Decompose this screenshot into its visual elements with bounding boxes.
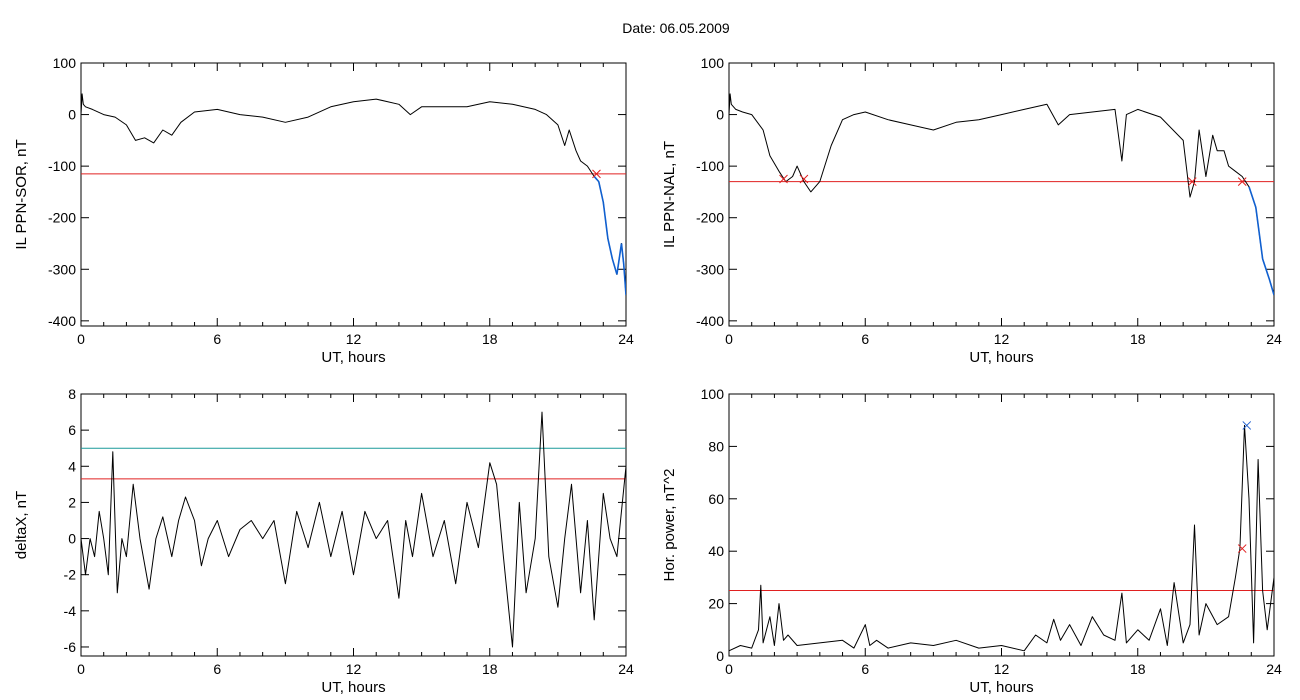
- il-ppn-sor-event-segment: [607, 238, 614, 260]
- il-ppn-nal-xaxis-label: UT, hours: [969, 349, 1033, 366]
- il-ppn-nal-event-marker-stroke: [799, 174, 809, 184]
- hor-power-event-marker: [1237, 544, 1247, 553]
- deltax-ytick-label: 8: [68, 386, 76, 402]
- deltax-xtick-label: 12: [346, 661, 362, 677]
- deltax-ytick-label: -4: [64, 603, 77, 619]
- il-ppn-sor-ytick-label: 100: [53, 55, 77, 71]
- il-ppn-nal-event-marker-stroke: [1237, 177, 1247, 186]
- il-ppn-nal-ytick-label: 100: [701, 55, 725, 71]
- hor-power-xtick-label: 18: [1130, 661, 1146, 677]
- hor-power-ytick-label: 60: [708, 491, 724, 507]
- il-ppn-nal-event-marker: [779, 174, 788, 184]
- deltax-ytick-label: -2: [64, 567, 77, 583]
- hor-power-series-line: [729, 424, 1274, 652]
- il-ppn-sor-event-marker: [592, 169, 601, 179]
- il-ppn-nal-ytick-label: -200: [696, 210, 724, 226]
- hor-power-xtick-label: 6: [861, 661, 869, 677]
- il-ppn-sor-ytick-label: 0: [68, 107, 76, 123]
- deltax-series-line: [81, 411, 626, 648]
- il-ppn-sor-xtick-label: 0: [77, 331, 85, 347]
- il-ppn-sor-ytick-label: -100: [48, 158, 76, 174]
- il-ppn-sor-xtick-label: 12: [346, 331, 362, 347]
- deltax-ytick-label: 4: [68, 458, 76, 474]
- il-ppn-nal-xtick-label: 12: [994, 331, 1010, 347]
- il-ppn-sor-xtick-label: 24: [618, 331, 634, 347]
- il-ppn-sor-ytick-label: -300: [48, 261, 76, 277]
- figure-title: Date: 06.05.2009: [622, 20, 730, 36]
- il-ppn-nal-series-line: [729, 93, 1274, 296]
- il-ppn-nal-event-segment: [1255, 207, 1264, 260]
- il-ppn-sor-series-line: [81, 93, 626, 296]
- deltax-xtick-label: 6: [213, 661, 221, 677]
- hor-power-event-marker-stroke: [1242, 421, 1252, 430]
- hor-power-xtick-label: 24: [1266, 661, 1282, 677]
- il-ppn-nal-xtick-label: 0: [725, 331, 733, 347]
- hor-power-ytick-label: 100: [701, 386, 725, 402]
- hor-power-ytick-label: 80: [708, 438, 724, 454]
- deltax-xtick-label: 0: [77, 661, 85, 677]
- hor-power-xtick-label: 0: [725, 661, 733, 677]
- il-ppn-sor-ytick-label: -200: [48, 210, 76, 226]
- il-ppn-sor-event-segment: [593, 175, 600, 183]
- il-ppn-nal-event-marker-stroke: [1187, 177, 1197, 186]
- il-ppn-sor-event-marker-stroke: [592, 169, 601, 179]
- il-ppn-sor-ytick-label: -400: [48, 313, 76, 329]
- hor-power-ytick-label: 20: [708, 596, 724, 612]
- il-ppn-nal-ytick-label: -300: [696, 261, 724, 277]
- hor-power-xaxis-label: UT, hours: [969, 679, 1033, 696]
- il-ppn-sor-event-segment: [597, 181, 605, 203]
- il-ppn-nal-ytick-label: -400: [696, 313, 724, 329]
- deltax-ytick-label: 2: [68, 494, 76, 510]
- hor-power-ytick-label: 40: [708, 543, 724, 559]
- deltax-xtick-label: 18: [482, 661, 498, 677]
- il-ppn-nal-ytick-label: 0: [716, 107, 724, 123]
- il-ppn-nal-event-marker: [1187, 177, 1197, 186]
- deltax-panel: 0 6 12 18 24 8 6 4 2 0 -2 -4 -6 UT, hours deltaX, nT: [13, 386, 634, 696]
- hor-power-event-marker-stroke: [1237, 544, 1247, 553]
- il-ppn-sor-xaxis-label: UT, hours: [321, 349, 385, 366]
- il-ppn-nal-event-segment: [1268, 279, 1274, 296]
- hor-power-ytick-label: 0: [716, 648, 724, 664]
- il-ppn-sor-event-segment: [616, 258, 620, 275]
- il-ppn-nal-yaxis-label: IL PPN-NAL, nT: [661, 141, 678, 248]
- il-ppn-sor-panel: 0 6 12 18 24 100 0 -100 -200 -300 -400 UT, hours IL …: [13, 55, 634, 366]
- il-ppn-nal-ytick-label: -100: [696, 158, 724, 174]
- deltax-ytick-label: 0: [68, 531, 76, 547]
- il-ppn-nal-xtick-label: 6: [861, 331, 869, 347]
- il-ppn-nal-xtick-label: 24: [1266, 331, 1282, 347]
- deltax-xtick-label: 24: [618, 661, 634, 677]
- deltax-ytick-label: -6: [64, 639, 77, 655]
- il-ppn-sor-event-segment: [622, 264, 626, 296]
- il-ppn-nal-event-segment: [1248, 186, 1257, 208]
- il-ppn-sor-event-segment: [602, 202, 609, 239]
- hor-power-panel: 0 6 12 18 24 100 80 60 40 20 0 UT, hours Hor. power,…: [661, 386, 1282, 696]
- hor-power-yaxis-label: Hor. power, nT^2: [661, 469, 678, 582]
- il-ppn-nal-plot-frame: [728, 62, 1275, 327]
- il-ppn-sor-xtick-label: 18: [482, 331, 498, 347]
- il-ppn-nal-event-segment: [1261, 258, 1271, 280]
- il-ppn-sor-plot-frame: [80, 62, 627, 327]
- il-ppn-nal-event-marker: [799, 174, 809, 184]
- hor-power-plot-frame: [728, 393, 1275, 657]
- il-ppn-sor-yaxis-label: IL PPN-SOR, nT: [13, 139, 30, 249]
- deltax-xaxis-label: UT, hours: [321, 679, 385, 696]
- il-ppn-sor-xtick-label: 6: [213, 331, 221, 347]
- hor-power-xtick-label: 12: [994, 661, 1010, 677]
- il-ppn-nal-event-marker: [1237, 177, 1247, 186]
- il-ppn-sor-event-segment: [620, 243, 625, 265]
- il-ppn-nal-xtick-label: 18: [1130, 331, 1146, 347]
- il-ppn-sor-event-segment: [611, 258, 618, 275]
- deltax-yaxis-label: deltaX, nT: [13, 491, 30, 559]
- il-ppn-nal-event-marker-stroke: [779, 174, 788, 184]
- il-ppn-nal-panel: 0 6 12 18 24 100 0 -100 -200 -300 -400 UT, hours IL …: [661, 55, 1282, 366]
- deltax-plot-frame: [80, 393, 627, 657]
- hor-power-event-marker: [1242, 421, 1252, 430]
- deltax-ytick-label: 6: [68, 422, 76, 438]
